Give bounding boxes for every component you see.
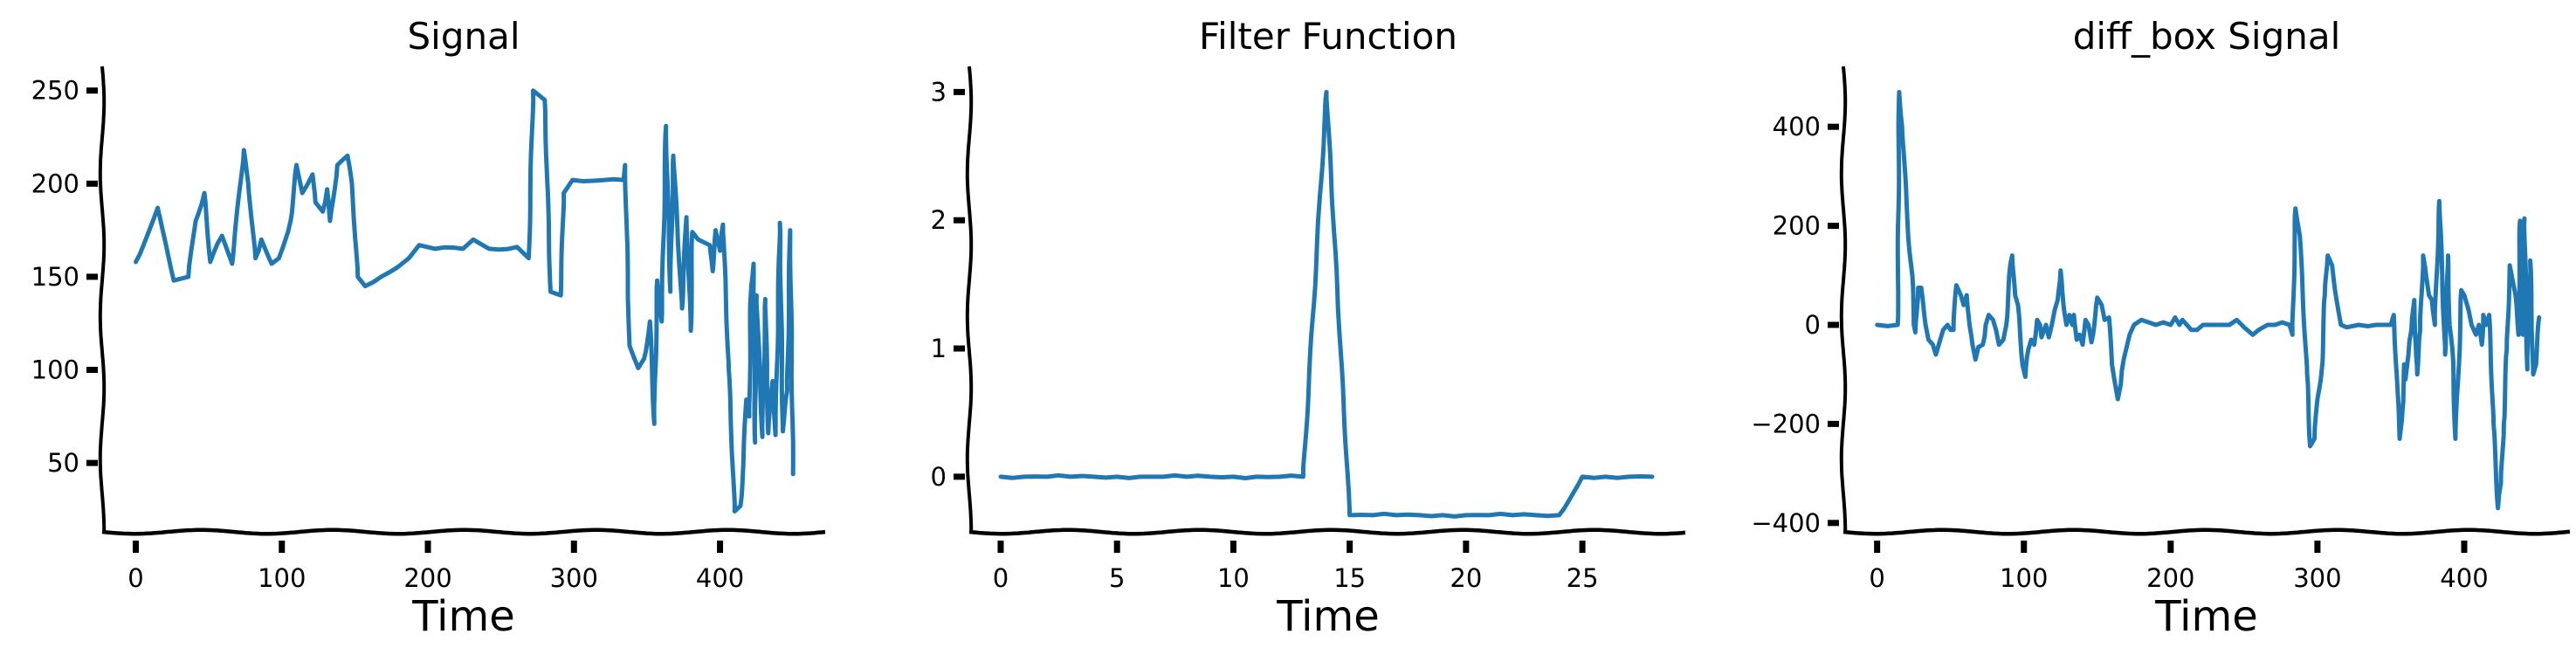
y-tick-label: 3: [931, 77, 947, 107]
x-tick-label: 300: [2293, 563, 2341, 593]
x-tick-label: 100: [2000, 563, 2048, 593]
x-tick-label: 300: [550, 563, 598, 593]
x-tick-label: 0: [1869, 563, 1884, 593]
x-axis-spine: [1842, 527, 2571, 536]
x-tick-label: 200: [403, 563, 451, 593]
subplot-diff-box-signal: diff_box Signal Time −400 −200 0 200 400 0 100…: [1751, 15, 2571, 641]
x-tick-label: 10: [1217, 563, 1250, 593]
x-tick-label: 0: [127, 563, 143, 593]
y-tick-label: 200: [1773, 211, 1821, 241]
y-tick-label: 100: [31, 355, 79, 385]
y-tick-label: 1: [931, 334, 947, 363]
y-axis-spine: [965, 66, 974, 531]
y-tick-label: 0: [931, 462, 947, 492]
series-line: [134, 88, 796, 514]
x-tick-label: 25: [1567, 563, 1599, 593]
y-axis-spine: [98, 66, 107, 531]
y-tick-label: −400: [1751, 508, 1821, 538]
x-axis-label: Time: [1276, 592, 1379, 641]
y-tick-label: 400: [1773, 112, 1821, 141]
series-line: [998, 89, 1655, 519]
x-tick-label: 100: [258, 563, 306, 593]
x-tick-label: 400: [696, 563, 744, 593]
subplot-signal: Signal Time 50 100 150 200 250 0 100 200 300 400: [31, 15, 826, 641]
series-line: [1875, 90, 2542, 511]
x-axis-spine: [968, 527, 1686, 536]
x-tick-label: 0: [993, 563, 1009, 593]
x-tick-label: 15: [1333, 563, 1366, 593]
y-tick-label: 2: [931, 205, 947, 235]
y-tick-label: −200: [1751, 409, 1821, 438]
x-axis-label: Time: [2154, 592, 2257, 641]
chart-title: diff_box Signal: [2073, 15, 2341, 58]
y-tick-label: 150: [31, 262, 79, 292]
subplot-filter-function: Filter Function Time 0 1 2 3 0 5 10 15 20 25: [931, 15, 1686, 641]
x-tick-label: 400: [2440, 563, 2488, 593]
chart-title: Signal: [407, 15, 520, 58]
y-tick-label: 0: [1805, 310, 1821, 340]
y-axis-spine: [1839, 66, 1848, 531]
x-tick-label: 5: [1109, 563, 1125, 593]
x-axis-spine: [101, 527, 826, 536]
x-tick-label: 200: [2146, 563, 2194, 593]
y-tick-label: 50: [47, 448, 79, 478]
y-tick-label: 200: [31, 169, 79, 198]
y-tick-label: 250: [31, 76, 79, 106]
chart-title: Filter Function: [1199, 15, 1457, 58]
x-tick-label: 20: [1450, 563, 1482, 593]
x-axis-label: Time: [411, 592, 514, 641]
